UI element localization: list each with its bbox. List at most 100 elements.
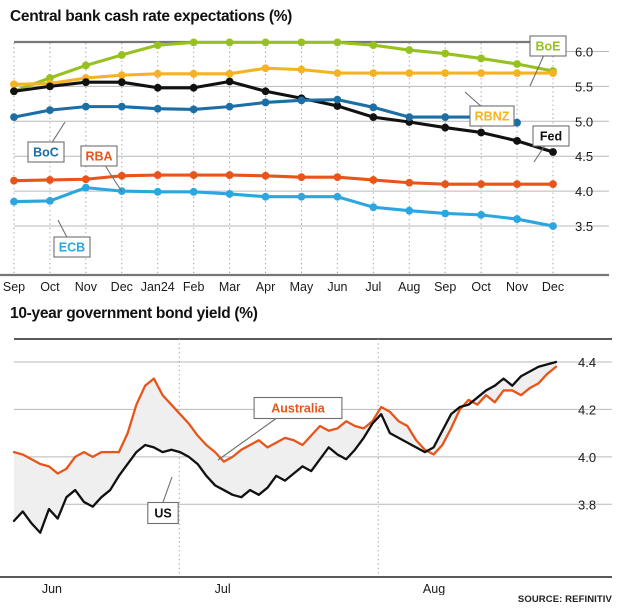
chart1-datapoint-ecb [549, 222, 557, 230]
chart1-datapoint-fed [153, 83, 162, 92]
chart1-datapoint-rba [513, 180, 521, 189]
chart-panel-cash-rate: Central bank cash rate expectations (%) … [0, 0, 620, 294]
chart1-ytick-label: 4.0 [575, 184, 593, 199]
chart1-datapoint-rba [81, 175, 90, 184]
chart1-xtick-label: Dec [542, 280, 564, 294]
chart1-datapoint-rbnz [441, 69, 450, 78]
chart1-datapoint-rba [441, 180, 450, 189]
chart2-plot: 4.4 4.2 4.0 3.8 Jun Jul Aug Australia US [0, 325, 620, 595]
chart1-xtick-label: Jul [365, 280, 381, 294]
chart2-spread-fill [14, 361, 556, 533]
chart1-callout-box-fed [532, 125, 570, 147]
chart1-datapoint-ecb [81, 183, 90, 192]
chart1-ytick-label: 4.5 [575, 149, 593, 164]
chart1-datapoint-ecb [261, 192, 270, 201]
chart1-xtick-label: Jun [327, 280, 347, 294]
chart1-datapoint-rba [10, 176, 18, 185]
chart2-ytick-label: 4.4 [578, 355, 596, 370]
chart1-datapoint-fed [189, 83, 198, 92]
source-note: SOURCE: REFINITIV [517, 594, 612, 605]
chart1-datapoint-fed [513, 136, 521, 145]
chart1-xtick-label: Aug [398, 280, 420, 294]
chart1-datapoint-fed [117, 78, 126, 87]
chart1-datapoint-boe [369, 41, 378, 50]
chart1-datapoint-boc [117, 102, 126, 111]
chart1-callout-label-boe: BoE [536, 40, 561, 54]
chart1-xtick-label: Oct [471, 280, 491, 294]
chart1-datapoint-ecb [369, 203, 378, 212]
chart1-datapoint-rba [549, 180, 557, 189]
chart1-datapoint-fed [46, 82, 54, 91]
chart1-datapoint-rba [369, 176, 378, 184]
chart1-datapoint-fed [10, 87, 18, 96]
chart1-datapoint-fed [441, 123, 450, 132]
chart1-xtick-label: Nov [506, 280, 529, 294]
chart1-callout-box-rbnz [469, 105, 515, 127]
chart1-datapoint-boe [441, 49, 450, 58]
chart1-ytick-label: 3.5 [575, 219, 593, 234]
chart1-datapoint-rbnz [405, 69, 414, 78]
chart1-datapoint-rba [333, 173, 342, 182]
chart1-datapoint-rbnz [333, 69, 342, 78]
chart1-datapoint-boc [513, 118, 521, 127]
chart1-datapoint-rba [46, 176, 54, 184]
chart1-svg: 6.0 5.5 5.0 4.5 4.0 3.5 Sep Oct Nov Dec Jan24 Feb Ma… [0, 35, 609, 294]
chart2-xtick-label: Jun [42, 582, 62, 595]
chart1-series-line-fed [12, 79, 555, 154]
chart1-datapoint-boc [261, 98, 270, 107]
chart1-xtick-label: Sep [434, 280, 456, 294]
chart1-datapoint-boc [297, 96, 306, 105]
chart2-ytick-label: 4.2 [578, 402, 596, 417]
chart2-series-line-us [12, 360, 558, 534]
chart1-datapoint-rba [117, 171, 126, 180]
chart1-datapoint-boe [333, 38, 342, 47]
chart1-datapoint-boe [81, 61, 90, 70]
chart1-datapoint-rba [477, 180, 486, 189]
chart1-datapoint-ecb [405, 206, 414, 215]
chart1-datapoint-boc [10, 113, 18, 122]
chart1-callout-label-boc: BoC [33, 146, 59, 160]
chart1-datapoint-fed [333, 102, 342, 110]
chart1-datapoint-boe [405, 46, 414, 54]
chart1-plot: 6.0 5.5 5.0 4.5 4.0 3.5 Sep Oct Nov Dec Jan24 Feb Ma… [0, 24, 620, 296]
chart1-datapoint-boc [369, 103, 378, 112]
chart1-datapoint-boc [46, 106, 54, 115]
chart1-callout-box-ecb [53, 236, 91, 258]
chart1-datapoint-rbnz [297, 65, 306, 74]
chart1-datapoint-rbnz [153, 69, 162, 78]
chart1-ytick-label: 5.0 [575, 114, 593, 129]
chart1-datapoint-ecb [297, 192, 306, 201]
chart1-datapoint-ecb [46, 197, 54, 205]
chart1-datapoint-boc [81, 102, 90, 111]
chart1-datapoint-fed [261, 87, 270, 96]
chart1-datapoint-fed [549, 148, 557, 156]
chart1-datapoint-rbnz [189, 69, 198, 78]
chart1-datapoint-rbnz [477, 69, 486, 78]
chart1-callout-label-ecb: ECB [59, 241, 85, 255]
chart1-datapoint-rba [297, 173, 306, 182]
chart1-datapoint-rbnz [513, 69, 521, 78]
chart1-datapoint-rba [405, 178, 414, 187]
chart2-title: 10-year government bond yield (%) [10, 305, 258, 322]
chart1-callout-label-rbnz: RBNZ [475, 110, 510, 124]
chart1-xtick-label: Sep [3, 280, 25, 294]
chart1-datapoint-ecb [10, 197, 18, 206]
chart2-xtick-label: Jul [215, 582, 231, 595]
chart1-xtick-label: Dec [111, 280, 133, 294]
chart1-datapoint-fed [369, 113, 378, 122]
chart1-datapoint-boc [441, 113, 450, 122]
chart1-datapoint-boe [261, 38, 270, 47]
chart1-datapoint-fed [477, 128, 486, 137]
chart1-datapoint-boe [477, 54, 486, 63]
chart2-xtick-label: Aug [423, 582, 445, 595]
chart2-callout-leader [217, 418, 277, 461]
chart1-series-line-rba [12, 173, 555, 186]
chart1-series-line-boe [12, 40, 555, 93]
chart1-xtick-label: Feb [183, 280, 205, 294]
chart1-xtick-label: Nov [75, 280, 98, 294]
chart1-callout-box-boe [529, 35, 567, 57]
chart1-datapoint-boc [153, 104, 162, 113]
chart1-datapoint-boc [225, 102, 234, 111]
chart1-datapoint-rbnz [10, 80, 18, 89]
chart1-datapoint-boc [333, 95, 342, 104]
